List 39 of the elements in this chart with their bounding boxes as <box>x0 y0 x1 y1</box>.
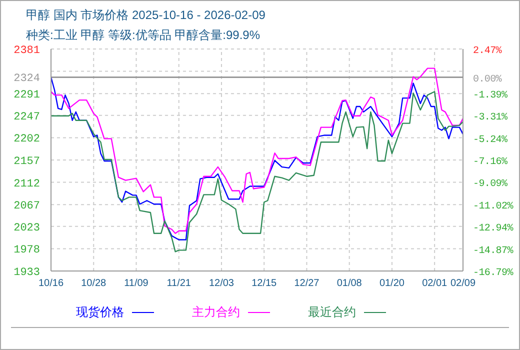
x-tick-label: 12/15 <box>252 278 278 290</box>
y-tick-label: 2023 <box>14 222 40 234</box>
y2-tick-label: -16.79% <box>473 268 514 279</box>
y2-tick-label: -3.31% <box>473 112 508 124</box>
x-tick-label: 11/21 <box>166 278 192 290</box>
line-series <box>51 91 463 252</box>
y2-tick-label: -14.87% <box>473 246 514 257</box>
x-tick-label: 11/09 <box>124 278 149 290</box>
y2-tick-label: -1.39% <box>473 90 508 102</box>
y2-tick-label: -7.16% <box>473 157 508 168</box>
y2-tick-label: 0.00% <box>473 74 502 86</box>
y-tick-label: 2067 <box>14 200 40 213</box>
y-tick-label: 2381 <box>14 45 40 57</box>
legend-label: 最近合约 <box>308 304 356 321</box>
y2-tick-label: -12.94% <box>473 224 514 235</box>
x-tick-label: 02/01 <box>422 278 448 290</box>
y-tick-label: 1978 <box>14 244 40 257</box>
x-tick-label: 12/27 <box>294 278 320 290</box>
y-tick-label: 2247 <box>14 111 40 124</box>
chart-title: 甲醇 国内 市场价格 2025-10-16 - 2026-02-09 <box>26 7 266 24</box>
y-tick-label: 2291 <box>14 90 40 102</box>
x-tick-label: 01/08 <box>336 278 362 290</box>
chart-subtitle: 种类:工业 甲醇 等级:优等品 甲醇含量:99.9% <box>26 27 260 44</box>
x-tick-label: 01/20 <box>379 278 405 290</box>
y2-tick-label: -5.24% <box>473 134 508 146</box>
x-tick-label: 10/16 <box>38 278 64 290</box>
y-tick-label: 2324 <box>14 73 40 86</box>
x-tick-label: 12/03 <box>208 278 234 290</box>
y-tick-label: 2202 <box>14 134 40 146</box>
y2-tick-label: -11.02% <box>473 201 514 212</box>
y2-tick-label: -9.09% <box>473 179 508 190</box>
legend-label: 现货价格 <box>76 304 124 321</box>
y-tick-label: 2157 <box>14 156 40 168</box>
y-tick-label: 1933 <box>14 267 40 279</box>
y2-tick-label: 2.47% <box>473 46 502 57</box>
legend-label: 主力合约 <box>192 304 240 321</box>
y-tick-label: 2112 <box>14 178 40 190</box>
x-tick-label: 10/28 <box>81 278 107 290</box>
x-tick-label: 02/09 <box>450 278 476 290</box>
